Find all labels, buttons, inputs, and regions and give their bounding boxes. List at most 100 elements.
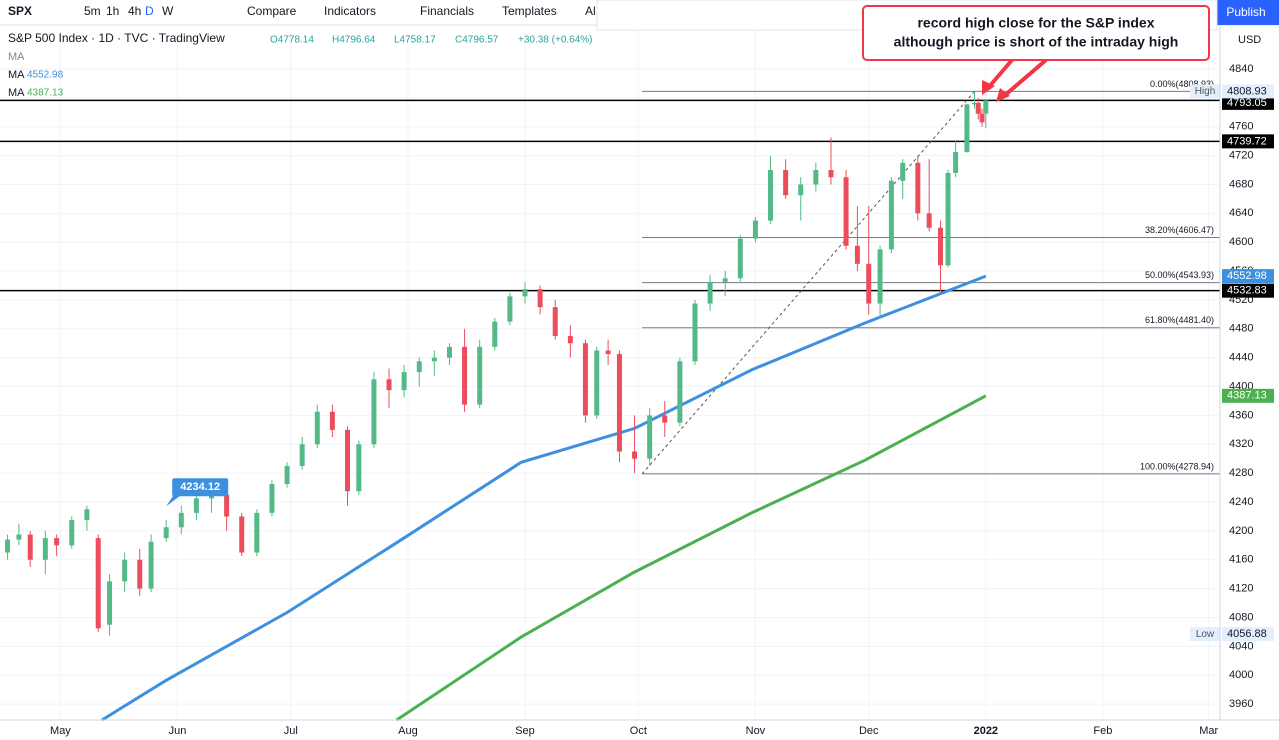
y-tick-label: 4040 [1229,640,1253,652]
toolbar-button[interactable]: Templates [502,4,557,18]
candle-body [813,170,819,185]
fib-label: 100.00%(4278.94) [1140,461,1214,471]
y-tick-label: 4680 [1229,178,1253,190]
y-tick-label: 4200 [1229,525,1253,537]
candle-body [446,346,452,358]
extreme-tag [1190,627,1220,642]
toolbar-button[interactable]: Indicators [324,4,376,18]
moving-average [395,394,987,722]
candle-body [677,361,683,423]
x-tick-label: Mar [1199,725,1218,737]
candle-body [594,350,600,416]
toolbar-button[interactable]: Financials [420,4,474,18]
y-tick-label: 4480 [1229,323,1253,335]
candle-body [964,104,970,152]
symbol: SPX [8,4,32,18]
candle-body [122,559,128,582]
candle-body [975,102,981,114]
arrow [1002,58,1048,98]
candle-body [5,539,11,553]
interval[interactable]: 5m [84,4,101,18]
candle-body [416,361,422,373]
ma-label: 4552.98 [1227,270,1267,282]
hline-badge [1222,134,1274,149]
extreme-tag-label: Low [1196,629,1215,640]
fib-label: 0.00%(4808.93) [1150,79,1214,89]
candle-body [707,281,713,304]
candle-body [193,498,199,513]
ma-badge [1222,388,1274,403]
candle-body [866,263,872,304]
legend-ma-value: 4552.98 [27,70,64,81]
candle-body [945,172,951,266]
arrow-head [996,88,1010,102]
y-tick-label: 4640 [1229,207,1253,219]
legend-ma-value: 4387.13 [27,88,64,99]
candle-body [900,162,906,181]
currency[interactable]: USD [1238,34,1261,46]
legend-ohlc: C4796.57 [455,35,499,46]
hline-badge [1222,95,1274,110]
interval[interactable]: D [145,4,154,18]
hline-label: 4793.05 [1227,97,1267,109]
legend-ohlc: L4758.17 [394,35,436,46]
annotation-box [862,5,1210,61]
legend-ohlc: O4778.14 [270,35,314,46]
candle-body [42,538,48,560]
y-tick-label: 4240 [1229,496,1253,508]
candle-body [209,494,215,499]
y-tick-label: 4840 [1229,63,1253,75]
fib-label: 38.20%(4606.47) [1145,225,1214,235]
candle-body [314,411,320,445]
interval[interactable]: W [162,4,174,18]
x-tick-label: Dec [859,725,879,737]
extreme-badge [1222,84,1274,99]
candle-body [137,559,143,589]
candle-body [953,151,959,173]
hline-badge [1222,283,1274,298]
candle-body [537,289,543,308]
candle-body [386,379,392,391]
toolbar-button[interactable]: Al [585,4,596,18]
legend-ma: MA [8,87,25,99]
y-tick-label: 4720 [1229,149,1253,161]
extreme-label: 4056.88 [1227,628,1267,640]
trendline [641,91,975,475]
legend-title: S&P 500 Index · 1D · TVC · TradingView [8,31,225,45]
candle-body [616,354,622,452]
interval[interactable]: 4h [128,4,141,18]
hline-label: 4532.83 [1227,285,1267,297]
candle-body [254,512,260,553]
interval[interactable]: 1h [106,4,119,18]
hline-label: 4739.72 [1227,135,1267,147]
y-tick-label: 4320 [1229,438,1253,450]
y-tick-label: 4760 [1229,121,1253,133]
candle-body [431,357,437,362]
candle-body [344,429,350,492]
candle-body [854,245,860,264]
toolbar-button[interactable]: Compare [247,4,297,18]
publish-button[interactable] [1216,0,1279,25]
candle-body [401,372,407,391]
x-tick-label: Oct [630,725,647,737]
x-tick-label: 2022 [974,725,998,737]
candle-body [888,180,894,250]
y-tick-label: 4440 [1229,352,1253,364]
candle-body [224,494,230,517]
publish-label[interactable]: Publish [1226,5,1265,19]
ma-badge [1222,269,1274,284]
plot-area: 0.00%(4808.93) 38.20%(4606.47) 50.00%(4543… [0,30,1220,722]
candle-body [632,451,638,459]
y-tick-label: 4280 [1229,467,1253,479]
candle-body [54,538,60,546]
candle-body [768,170,774,221]
arrow [986,58,1014,90]
legend-ma: MA [8,51,25,63]
fib-label: 61.80%(4481.40) [1145,315,1214,325]
candle-body [27,534,33,560]
candle-body [107,581,113,625]
candle-body [329,411,335,430]
legend-ohlc: +30.38 (+0.64%) [518,35,593,46]
candle-body [737,238,743,279]
